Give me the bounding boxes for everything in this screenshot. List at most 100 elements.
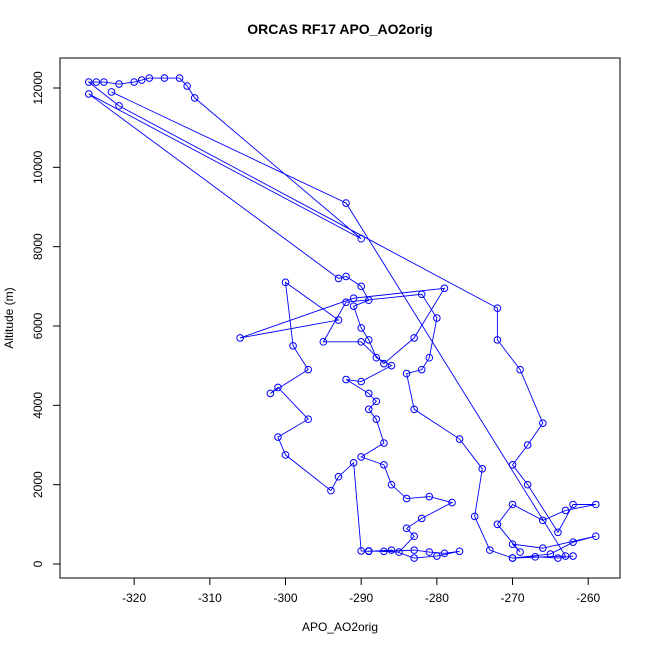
data-point xyxy=(342,298,350,306)
data-point xyxy=(380,439,388,447)
data-point xyxy=(402,524,411,533)
data-point xyxy=(349,459,358,467)
data-point xyxy=(508,461,517,469)
data-point xyxy=(410,532,418,541)
data-point xyxy=(334,472,343,481)
data-point xyxy=(433,314,441,322)
data-point xyxy=(493,304,502,312)
data-point xyxy=(372,397,381,406)
data-point xyxy=(357,453,365,461)
data-point xyxy=(349,294,358,303)
y-tick-label: 8000 xyxy=(31,233,45,260)
y-tick-label: 4000 xyxy=(31,392,45,419)
data-point xyxy=(115,80,123,88)
data-point xyxy=(395,548,403,556)
data-point xyxy=(523,480,532,489)
data-point xyxy=(387,361,396,370)
data-point xyxy=(107,88,116,96)
data-point xyxy=(440,549,449,558)
data-point xyxy=(380,547,388,556)
data-point xyxy=(357,234,365,243)
data-point xyxy=(130,78,138,86)
data-point xyxy=(539,516,547,525)
data-point xyxy=(92,78,101,86)
y-tick-label: 10000 xyxy=(31,150,45,184)
x-tick-label: -280 xyxy=(425,591,449,605)
data-point xyxy=(304,365,313,374)
data-point xyxy=(357,282,365,291)
data-point xyxy=(417,365,426,374)
data-point xyxy=(539,544,547,552)
data-point xyxy=(342,199,350,207)
data-point xyxy=(281,451,290,459)
data-point xyxy=(493,520,502,529)
data-point xyxy=(342,375,350,384)
data-point xyxy=(160,74,169,82)
data-point xyxy=(190,94,199,102)
data-point xyxy=(357,324,365,332)
data-point xyxy=(440,284,449,293)
data-point xyxy=(380,359,388,368)
data-point xyxy=(433,552,441,560)
data-point xyxy=(523,441,532,449)
data-point xyxy=(417,290,426,299)
data-point xyxy=(531,553,540,561)
data-point xyxy=(516,365,524,374)
data-point xyxy=(137,76,146,84)
x-tick-label: -260 xyxy=(576,591,600,605)
data-point xyxy=(319,338,328,346)
data-point xyxy=(274,433,282,441)
data-point xyxy=(304,415,313,424)
data-line xyxy=(87,77,596,559)
data-point xyxy=(175,74,184,82)
data-point xyxy=(561,552,570,560)
data-point xyxy=(380,461,388,469)
data-point xyxy=(508,540,517,548)
data-point xyxy=(591,500,600,509)
y-tick-label: 6000 xyxy=(31,312,45,339)
data-point xyxy=(455,547,464,556)
data-point xyxy=(410,554,418,562)
data-point xyxy=(410,334,418,342)
data-point xyxy=(289,342,297,350)
data-point xyxy=(364,389,373,398)
data-point xyxy=(425,548,434,556)
data-point xyxy=(364,405,373,414)
y-axis-label: Altitude (m) xyxy=(2,287,16,348)
x-tick-label: -320 xyxy=(122,591,146,605)
data-point xyxy=(115,102,123,110)
data-point xyxy=(357,377,365,386)
data-point xyxy=(554,554,562,562)
data-point xyxy=(84,78,93,86)
data-point xyxy=(478,464,487,473)
data-point xyxy=(425,492,434,501)
chart-title: ORCAS RF17 APO_AO2orig xyxy=(247,21,432,37)
data-point xyxy=(236,334,244,342)
data-point xyxy=(470,512,479,521)
data-point xyxy=(183,82,191,90)
plot-frame xyxy=(59,57,621,579)
data-point xyxy=(561,506,570,515)
y-tick-label: 2000 xyxy=(31,471,45,498)
data-point xyxy=(281,278,290,287)
data-point xyxy=(364,336,373,344)
data-point xyxy=(349,302,358,310)
data-point xyxy=(145,74,154,82)
data-point xyxy=(410,546,418,554)
y-tick-label: 0 xyxy=(31,560,45,567)
data-point xyxy=(508,554,517,562)
y-tick-label: 12000 xyxy=(31,71,45,105)
x-tick-label: -290 xyxy=(349,591,373,605)
data-point xyxy=(357,338,365,346)
data-point xyxy=(274,383,282,392)
data-point xyxy=(334,316,343,324)
x-tick-label: -270 xyxy=(501,591,525,605)
data-point xyxy=(448,498,456,507)
data-point xyxy=(327,486,335,495)
data-point xyxy=(266,389,275,398)
x-axis-label: APO_AO2orig xyxy=(302,620,378,634)
data-point xyxy=(554,528,562,537)
data-point xyxy=(402,494,411,503)
data-point xyxy=(486,546,494,554)
